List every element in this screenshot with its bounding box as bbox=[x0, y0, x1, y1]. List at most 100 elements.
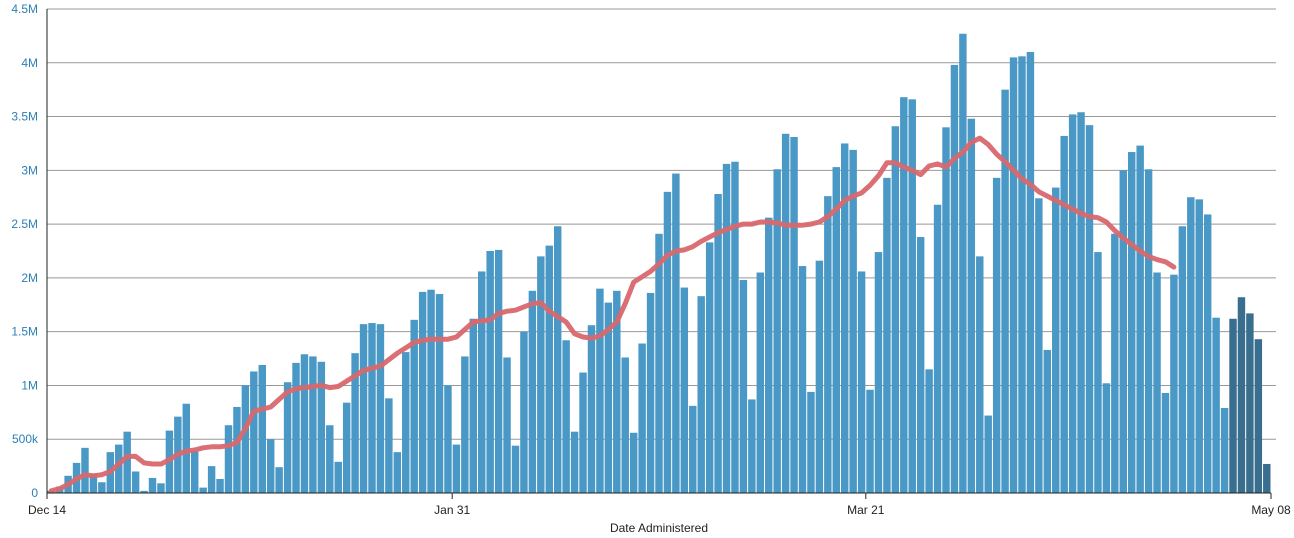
bar bbox=[326, 425, 334, 493]
bar bbox=[1229, 318, 1237, 493]
bar bbox=[857, 271, 866, 493]
bar bbox=[672, 173, 680, 493]
bar bbox=[765, 217, 773, 493]
bar bbox=[967, 118, 976, 493]
bar bbox=[1178, 226, 1187, 494]
bar bbox=[1077, 112, 1085, 494]
bar bbox=[1009, 57, 1018, 494]
bar bbox=[1085, 125, 1094, 493]
bar bbox=[714, 193, 722, 494]
bar bbox=[638, 343, 646, 493]
bar bbox=[435, 294, 444, 493]
bar bbox=[537, 256, 545, 493]
bar bbox=[562, 340, 570, 493]
y-tick-label: 2.5M bbox=[11, 217, 38, 231]
bar bbox=[486, 251, 494, 493]
bar bbox=[368, 323, 376, 493]
bar bbox=[1060, 135, 1068, 493]
bar bbox=[402, 352, 410, 493]
bar bbox=[317, 361, 326, 493]
bar bbox=[655, 233, 663, 493]
bar bbox=[1052, 187, 1060, 493]
bar bbox=[393, 452, 402, 493]
bar bbox=[342, 402, 351, 493]
bar bbox=[511, 445, 520, 493]
bar bbox=[469, 318, 478, 493]
bar bbox=[579, 372, 587, 493]
bar bbox=[98, 482, 106, 493]
bar bbox=[705, 242, 714, 493]
bar bbox=[115, 444, 123, 493]
bar bbox=[553, 226, 562, 494]
y-tick-label: 0 bbox=[31, 486, 38, 500]
bar bbox=[148, 477, 157, 493]
y-tick-label: 500k bbox=[12, 432, 39, 446]
bar bbox=[1127, 152, 1136, 493]
bar bbox=[646, 292, 655, 493]
bar bbox=[933, 204, 942, 494]
bar bbox=[807, 391, 815, 493]
bar bbox=[233, 406, 241, 493]
bar bbox=[1094, 252, 1102, 493]
bar bbox=[89, 473, 98, 493]
bar bbox=[385, 398, 393, 493]
bar bbox=[1153, 272, 1161, 493]
bar bbox=[478, 271, 486, 493]
bar bbox=[1026, 52, 1035, 494]
bar bbox=[629, 432, 638, 493]
bar bbox=[1203, 214, 1212, 494]
bar bbox=[283, 382, 292, 493]
bar bbox=[689, 405, 697, 493]
bar bbox=[798, 266, 807, 493]
bar bbox=[131, 471, 140, 493]
bar bbox=[452, 444, 461, 493]
bar bbox=[900, 97, 908, 493]
bar bbox=[520, 331, 528, 493]
y-tick-label: 1M bbox=[21, 378, 38, 392]
bar bbox=[731, 161, 739, 493]
bars bbox=[47, 33, 1271, 494]
bar bbox=[1119, 170, 1127, 494]
bar bbox=[309, 356, 317, 493]
y-tick-label: 1.5M bbox=[11, 325, 38, 339]
bar bbox=[266, 439, 275, 493]
bar bbox=[1187, 197, 1195, 493]
bar bbox=[191, 451, 199, 493]
bar bbox=[258, 365, 266, 493]
y-tick-label: 4.5M bbox=[11, 2, 38, 16]
bar bbox=[275, 467, 283, 493]
bar bbox=[976, 256, 984, 493]
bar bbox=[613, 290, 621, 493]
bar bbox=[1068, 114, 1077, 493]
x-tick-label: Dec 14 bbox=[28, 503, 66, 517]
bar bbox=[959, 33, 967, 493]
bar bbox=[849, 149, 857, 494]
bar bbox=[756, 272, 765, 493]
bar bbox=[1035, 198, 1043, 493]
bar bbox=[722, 163, 731, 493]
bar bbox=[1263, 463, 1271, 493]
bar bbox=[621, 357, 629, 493]
bar bbox=[461, 356, 469, 493]
bar bbox=[992, 177, 1001, 493]
bar bbox=[883, 177, 891, 493]
y-tick-label: 4M bbox=[21, 56, 38, 70]
bar bbox=[545, 245, 553, 493]
bar bbox=[359, 324, 368, 493]
y-tick-label: 3.5M bbox=[11, 110, 38, 124]
bar bbox=[1220, 408, 1229, 493]
bar bbox=[444, 385, 452, 493]
y-tick-label: 2M bbox=[21, 271, 38, 285]
bar bbox=[300, 354, 309, 493]
bar bbox=[157, 483, 165, 493]
bar bbox=[824, 196, 832, 493]
bar bbox=[224, 425, 233, 493]
bar bbox=[1246, 313, 1254, 493]
bar bbox=[773, 169, 781, 493]
bar bbox=[410, 319, 418, 493]
bar bbox=[216, 479, 224, 493]
bar bbox=[925, 369, 933, 493]
bar bbox=[748, 399, 756, 493]
bar bbox=[840, 143, 849, 493]
